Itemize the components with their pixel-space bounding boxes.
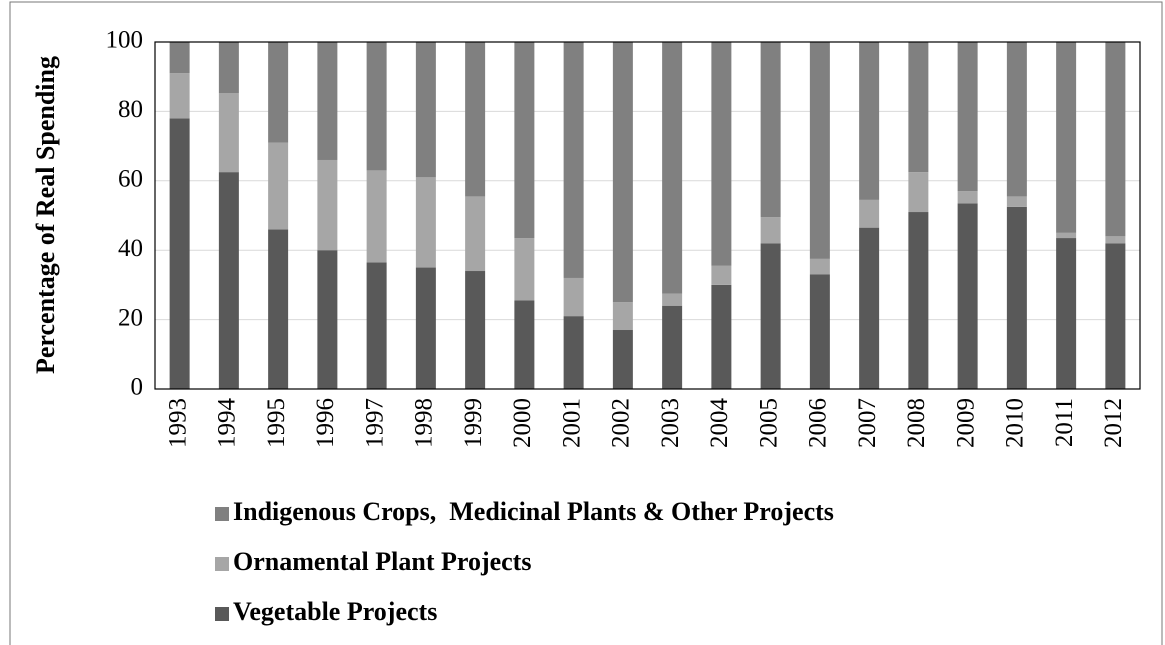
bar-segment — [563, 277, 584, 317]
bar-segment — [908, 212, 929, 389]
bar-segment — [317, 42, 338, 160]
bar-segment — [612, 330, 633, 389]
x-tick-label: 2001 — [558, 398, 585, 448]
x-tick-label: 1997 — [361, 398, 388, 448]
x-tick-label: 1999 — [460, 398, 487, 448]
frame — [9, 1, 1163, 645]
plot-border — [154, 41, 1141, 390]
legend-swatch — [215, 507, 229, 521]
legend-swatch — [215, 557, 229, 571]
bar-segment — [711, 265, 732, 285]
x-tick-label: 2010 — [1002, 398, 1029, 448]
y-tick-label: 60 — [118, 166, 143, 193]
bar-segment — [859, 199, 880, 228]
x-tick-label: 1995 — [263, 398, 290, 448]
bar-segment — [1006, 206, 1027, 389]
x-tick-label: 2002 — [608, 398, 635, 448]
bar-segment — [218, 172, 239, 389]
bar-segment — [662, 293, 683, 306]
x-tick-label: 2006 — [805, 398, 832, 448]
bar-segment — [859, 42, 880, 200]
bar-segment — [514, 238, 535, 301]
bar-segment — [218, 42, 239, 94]
x-tick-label: 2004 — [706, 398, 733, 449]
bar-segment — [268, 42, 289, 143]
x-tick-label: 2012 — [1100, 398, 1127, 448]
bar-segment — [711, 284, 732, 389]
x-tick-label: 2000 — [509, 398, 536, 448]
legend-swatch — [215, 607, 229, 621]
bar-segment — [514, 42, 535, 239]
x-tick-label: 2008 — [903, 398, 930, 448]
y-tick-label: 0 — [131, 374, 144, 401]
bar-segment — [760, 243, 781, 389]
bar-segment — [612, 302, 633, 331]
bar-segment — [1006, 196, 1027, 207]
bar-segment — [809, 274, 830, 389]
bar-segment — [1056, 232, 1077, 239]
bar-segment — [1056, 42, 1077, 233]
bar-segment — [169, 118, 190, 389]
bar-segment — [612, 42, 633, 303]
x-tick-label: 1993 — [164, 398, 191, 448]
y-axis-label: Percentage of Real Spending — [31, 56, 60, 374]
bar-segment — [317, 159, 338, 251]
x-tick-label: 1998 — [411, 398, 438, 448]
bar-segment — [415, 267, 436, 389]
bar-segment — [1105, 243, 1126, 389]
bar-segment — [169, 73, 190, 119]
bar-segment — [1006, 42, 1027, 197]
bar-segment — [415, 42, 436, 178]
bar-segment — [563, 42, 584, 278]
y-tick-label: 40 — [118, 235, 143, 262]
x-tick-label: 1996 — [312, 398, 339, 448]
bar-segment — [317, 250, 338, 389]
y-tick-label: 100 — [106, 27, 144, 54]
bar-segment — [465, 196, 486, 272]
bar-segment — [908, 172, 929, 213]
bar-segment — [711, 42, 732, 266]
bar-segment — [809, 42, 830, 259]
x-tick-label: 2003 — [657, 398, 684, 448]
bar-segment — [662, 305, 683, 389]
legend-label: Vegetable Projects — [233, 597, 437, 626]
bar-segment — [809, 258, 830, 275]
x-tick-label: 2009 — [952, 398, 979, 448]
bar-segment — [760, 217, 781, 244]
bar-segment — [957, 203, 978, 389]
bar-segment — [415, 177, 436, 268]
bar-segment — [563, 316, 584, 389]
bar-segment — [169, 42, 190, 74]
y-tick-label: 20 — [118, 304, 143, 331]
bar-segment — [1056, 238, 1077, 389]
bar-segment — [514, 300, 535, 389]
bar-segment — [859, 227, 880, 389]
bar-segment — [268, 142, 289, 230]
bar-segment — [1105, 42, 1126, 237]
x-tick-label: 1994 — [214, 398, 241, 449]
legend-label: Indigenous Crops, Medicinal Plants & Oth… — [233, 497, 834, 526]
bar-segment — [662, 42, 683, 294]
bar-segment — [957, 42, 978, 192]
legend-label: Ornamental Plant Projects — [233, 547, 531, 576]
bar-segment — [268, 229, 289, 389]
bar-segment — [366, 42, 387, 171]
bar-segment — [760, 42, 781, 218]
bar-segment — [1105, 236, 1126, 244]
bar-segment — [366, 262, 387, 389]
x-tick-label: 2011 — [1051, 398, 1078, 447]
bar-segment — [957, 191, 978, 204]
bar-segment — [218, 93, 239, 173]
bar-segment — [908, 42, 929, 173]
bar-segment — [465, 271, 486, 389]
x-tick-label: 2007 — [854, 398, 881, 448]
x-tick-label: 2005 — [755, 398, 782, 448]
bar-segment — [465, 42, 486, 197]
y-tick-label: 80 — [118, 96, 143, 123]
bar-segment — [366, 170, 387, 263]
